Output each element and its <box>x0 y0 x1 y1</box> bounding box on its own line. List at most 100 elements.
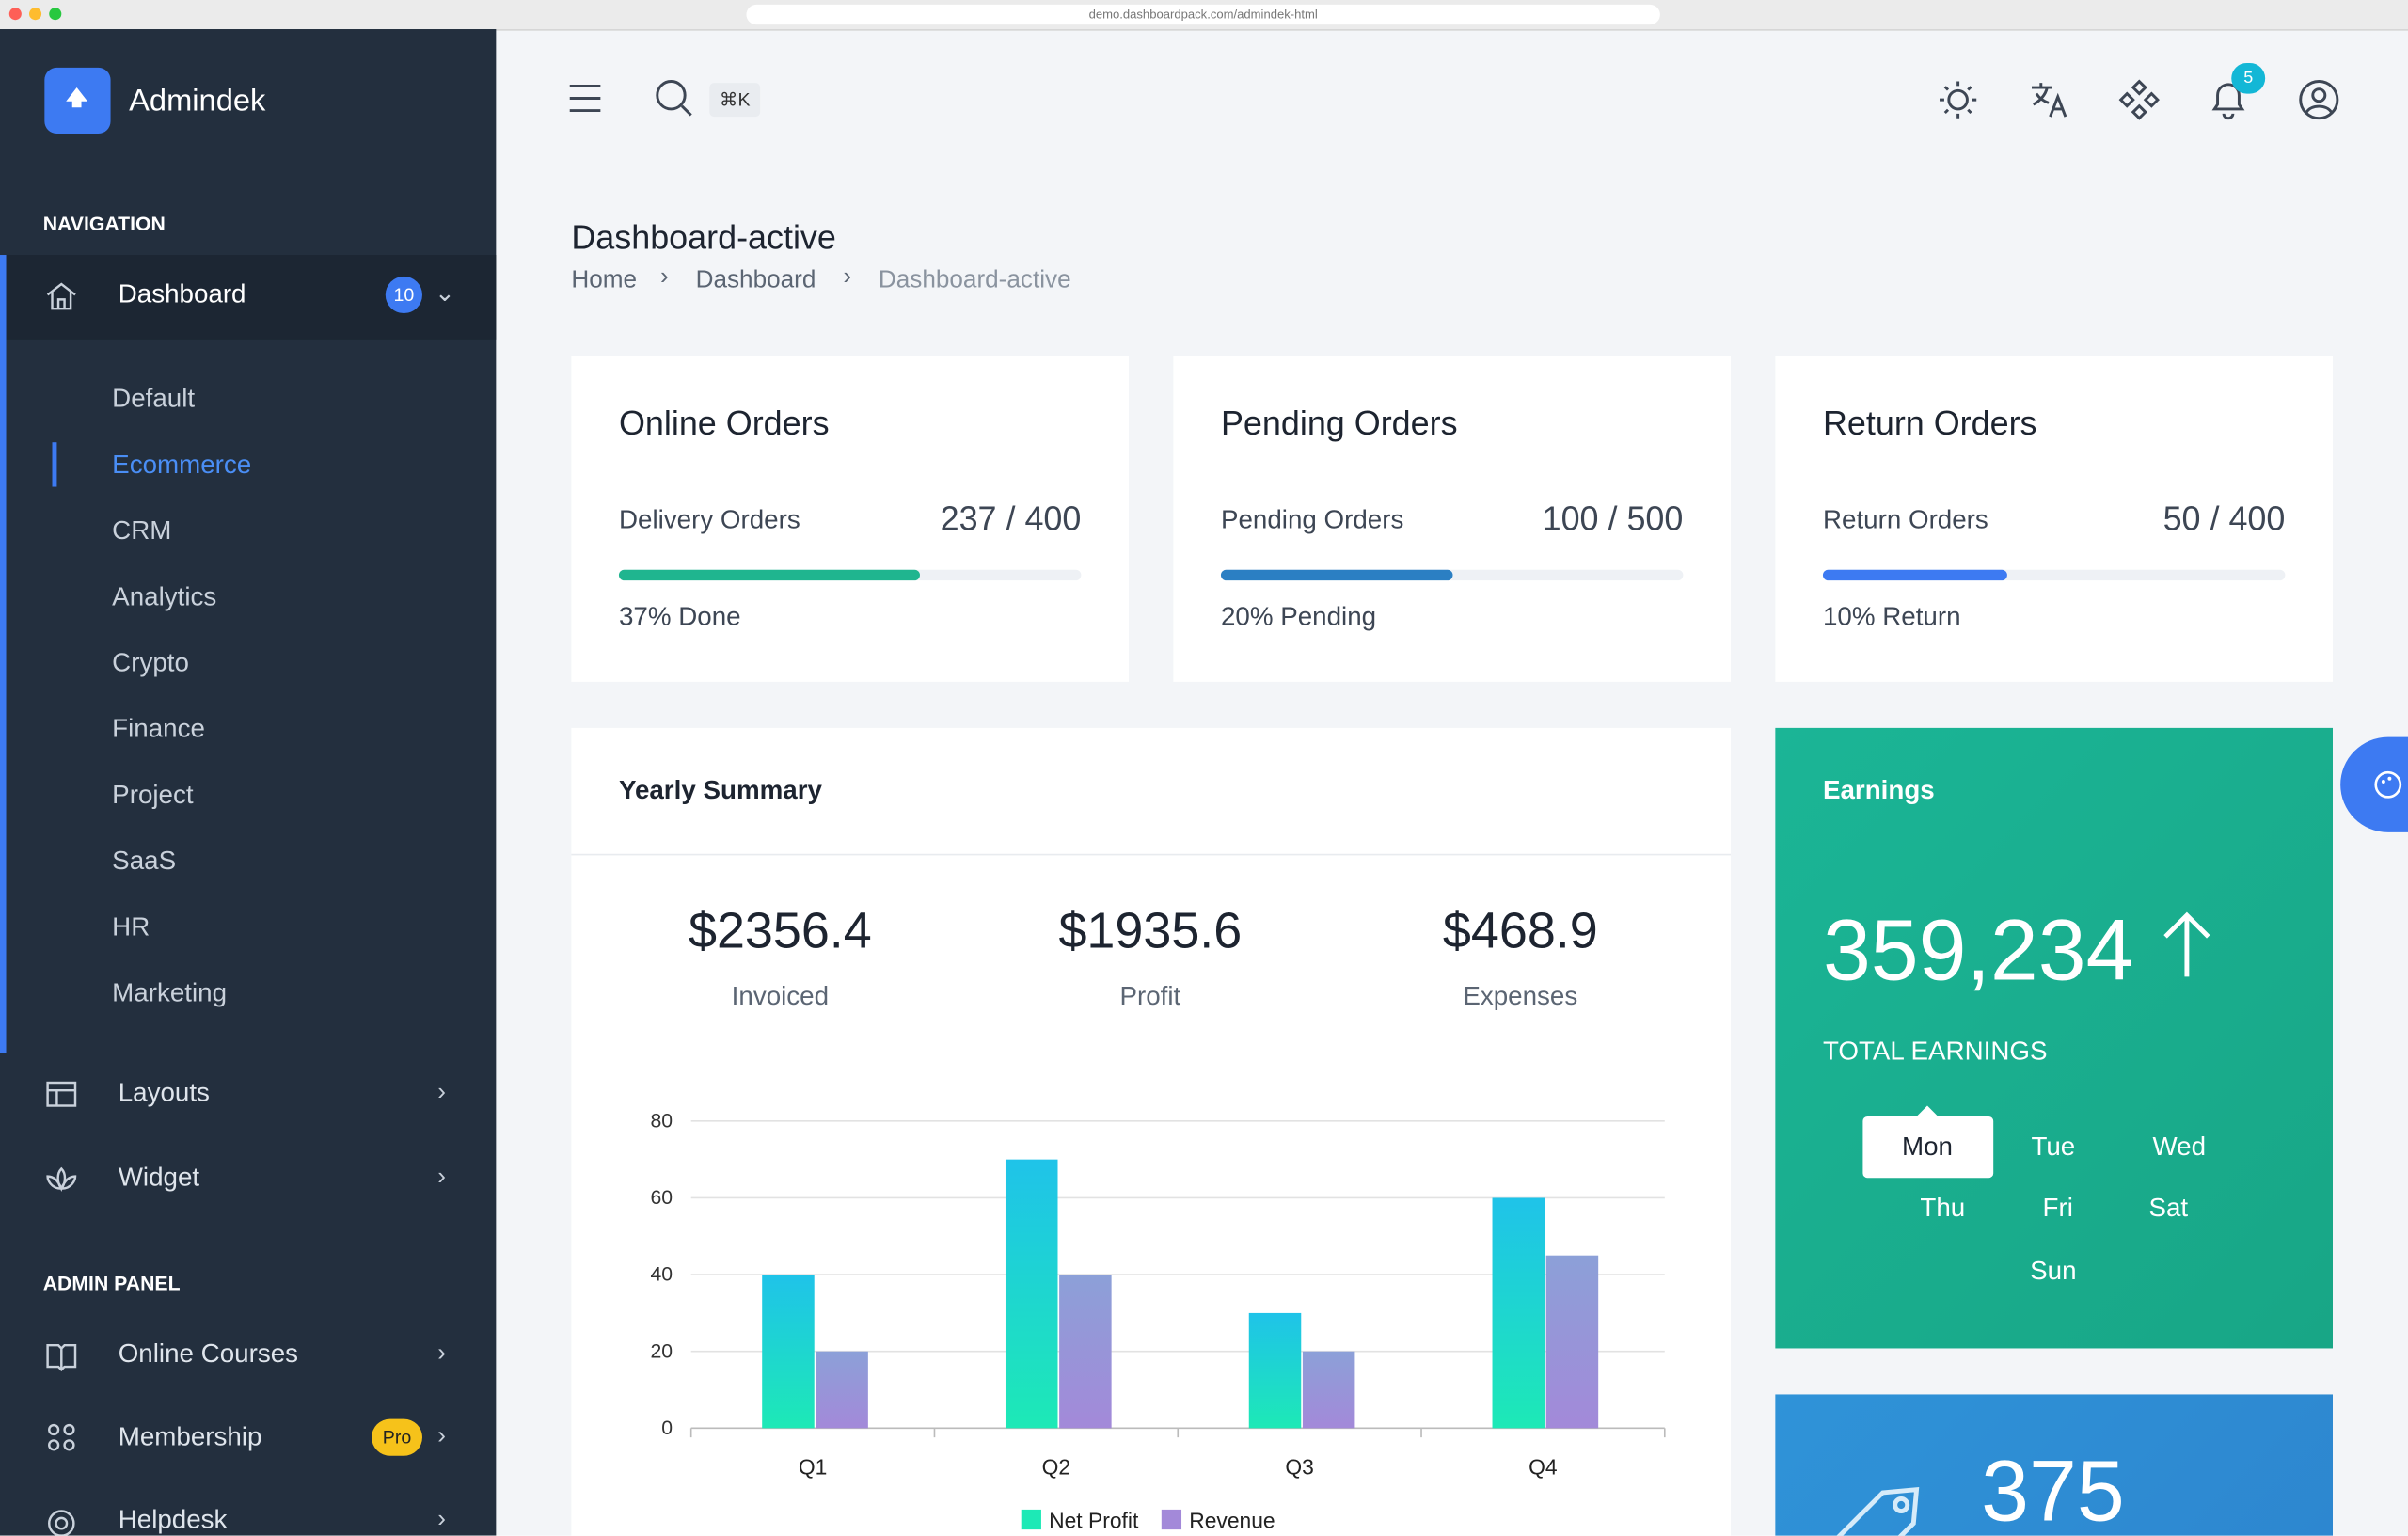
day-option[interactable]: Thu <box>1920 1193 1966 1223</box>
legend-label: Revenue <box>1189 1508 1275 1532</box>
dashboard-label[interactable]: Dashboard <box>118 279 246 309</box>
chevron-right: › <box>437 1079 447 1106</box>
bar <box>1248 1312 1302 1429</box>
card-title: Earnings <box>1822 775 1935 805</box>
submenu-item[interactable]: Marketing <box>112 978 228 1008</box>
theme-icon[interactable] <box>1938 80 1977 119</box>
widget-icon <box>46 1166 77 1192</box>
bar <box>816 1351 868 1429</box>
order-card: Return Orders Return Orders 50 / 400 10% Re… <box>1775 356 2333 682</box>
chevron-right: › <box>437 1423 447 1450</box>
x-tick-label: Q2 <box>1042 1454 1070 1479</box>
metric-value: 237 / 400 <box>940 499 1082 538</box>
status: 10% Return <box>1822 602 1961 632</box>
brand-name[interactable]: Admindek <box>129 84 266 119</box>
progress-bar <box>1220 569 1452 581</box>
layouts-icon <box>46 1081 77 1107</box>
max-dot[interactable] <box>49 8 62 21</box>
day-pointer <box>1916 1105 1939 1116</box>
earnings-value: 359,234 <box>1822 901 2134 999</box>
yearly-summary-card: Yearly Summary 0 20 40 60 80 Q1 Q2 Q3 Q4 Net Prof… <box>571 727 1731 1536</box>
day-option[interactable]: Tue <box>2031 1132 2076 1162</box>
home-icon <box>46 282 76 310</box>
palette-icon <box>2374 770 2402 799</box>
menu-item[interactable]: Helpdesk <box>118 1504 228 1535</box>
progress-bar <box>1822 569 2008 581</box>
submenu-item[interactable]: SaaS <box>112 846 177 876</box>
legend-label: Net Profit <box>1049 1508 1139 1532</box>
membership-icon <box>48 1423 75 1451</box>
menu-toggle[interactable] <box>566 82 603 116</box>
url-bar[interactable]: demo.dashboardpack.com/admindek-html <box>746 4 1660 25</box>
chevron-down: ⌄ <box>435 280 455 308</box>
stat-value: $1935.6 <box>1058 901 1243 958</box>
breadcrumb: Dashboard-active <box>878 267 1071 293</box>
page-title: Dashboard-active <box>571 217 836 257</box>
brand-logo[interactable] <box>44 67 111 135</box>
chevron-right: › <box>437 1164 447 1191</box>
submenu-item[interactable]: HR <box>112 911 150 942</box>
user-icon[interactable] <box>2297 78 2340 121</box>
metric-label: Return Orders <box>1822 505 1988 535</box>
close-dot[interactable] <box>8 8 22 21</box>
menu-item[interactable]: Membership <box>118 1421 262 1451</box>
bar <box>1302 1351 1355 1429</box>
metric-value: 50 / 400 <box>2162 499 2286 538</box>
card-title: Yearly Summary <box>618 775 822 805</box>
submenu-item[interactable]: Ecommerce <box>112 450 252 480</box>
logo-icon <box>66 87 88 108</box>
day-option[interactable]: Mon <box>1901 1132 1953 1162</box>
submenu-item[interactable]: Analytics <box>112 581 217 611</box>
menu-item[interactable]: Online Courses <box>118 1338 299 1369</box>
metric-value: 100 / 500 <box>1542 499 1684 538</box>
submenu-item[interactable]: Project <box>112 780 194 810</box>
legend-swatch <box>1161 1509 1182 1530</box>
y-tick-label: 80 <box>650 1110 673 1132</box>
breadcrumb[interactable]: Home <box>571 267 638 293</box>
bar <box>1059 1275 1112 1429</box>
admin-heading: ADMIN PANEL <box>42 1271 181 1295</box>
day-option[interactable]: Wed <box>2152 1132 2207 1162</box>
submenu-item[interactable]: CRM <box>112 515 172 546</box>
language-icon[interactable] <box>2029 80 2072 119</box>
day-option[interactable]: Sat <box>2148 1193 2189 1223</box>
customizer-button[interactable] <box>2340 736 2408 832</box>
chevron-right: › <box>437 1506 447 1533</box>
stat-label: Expenses <box>1463 981 1578 1011</box>
breadcrumb-sep: › <box>843 263 852 291</box>
metric-label: Delivery Orders <box>618 505 800 535</box>
bar <box>1005 1159 1058 1429</box>
day-option[interactable]: Sun <box>2030 1256 2077 1286</box>
search-icon[interactable] <box>655 78 694 118</box>
card-title: Return Orders <box>1822 404 2037 443</box>
earnings-label: TOTAL EARNINGS <box>1822 1037 2048 1067</box>
status: 20% Pending <box>1220 602 1377 632</box>
active-indicator <box>52 442 57 487</box>
card-title: Pending Orders <box>1220 404 1458 443</box>
submenu-item[interactable]: Default <box>112 384 196 414</box>
y-tick-label: 0 <box>661 1417 673 1439</box>
day-option[interactable]: Fri <box>2042 1193 2073 1223</box>
tag-icon <box>1836 1486 1920 1536</box>
bar <box>762 1275 815 1429</box>
breadcrumb[interactable]: Dashboard <box>695 267 816 293</box>
order-card: Online Orders Delivery Orders 237 / 400 37%… <box>571 356 1129 682</box>
submenu-item[interactable]: Finance <box>112 714 205 744</box>
submenu-item[interactable]: Crypto <box>112 647 189 677</box>
earnings-card: Earnings 359,234 TOTAL EARNINGS Mon Tue We… <box>1775 727 2333 1349</box>
menu-item[interactable]: Layouts <box>118 1078 210 1108</box>
bar <box>1545 1255 1599 1429</box>
bar-chart: 0 20 40 60 80 Q1 Q2 Q3 Q4 Net Profit Revenue <box>650 1110 1666 1532</box>
bell-icon[interactable] <box>2209 78 2248 121</box>
x-tick-label: Q3 <box>1285 1454 1313 1479</box>
apps-icon[interactable] <box>2117 78 2161 121</box>
notification-badge: 5 <box>2231 62 2266 94</box>
stat-label: Invoiced <box>731 981 830 1011</box>
min-dot[interactable] <box>29 8 42 21</box>
nav-heading: NAVIGATION <box>42 212 166 235</box>
stat-value: $2356.4 <box>688 901 872 958</box>
chevron-right: › <box>437 1340 447 1368</box>
sidebar: Admindek NAVIGATION Dashboard 10 ⌄ Defau… <box>0 29 497 1536</box>
menu-item[interactable]: Widget <box>118 1162 200 1192</box>
